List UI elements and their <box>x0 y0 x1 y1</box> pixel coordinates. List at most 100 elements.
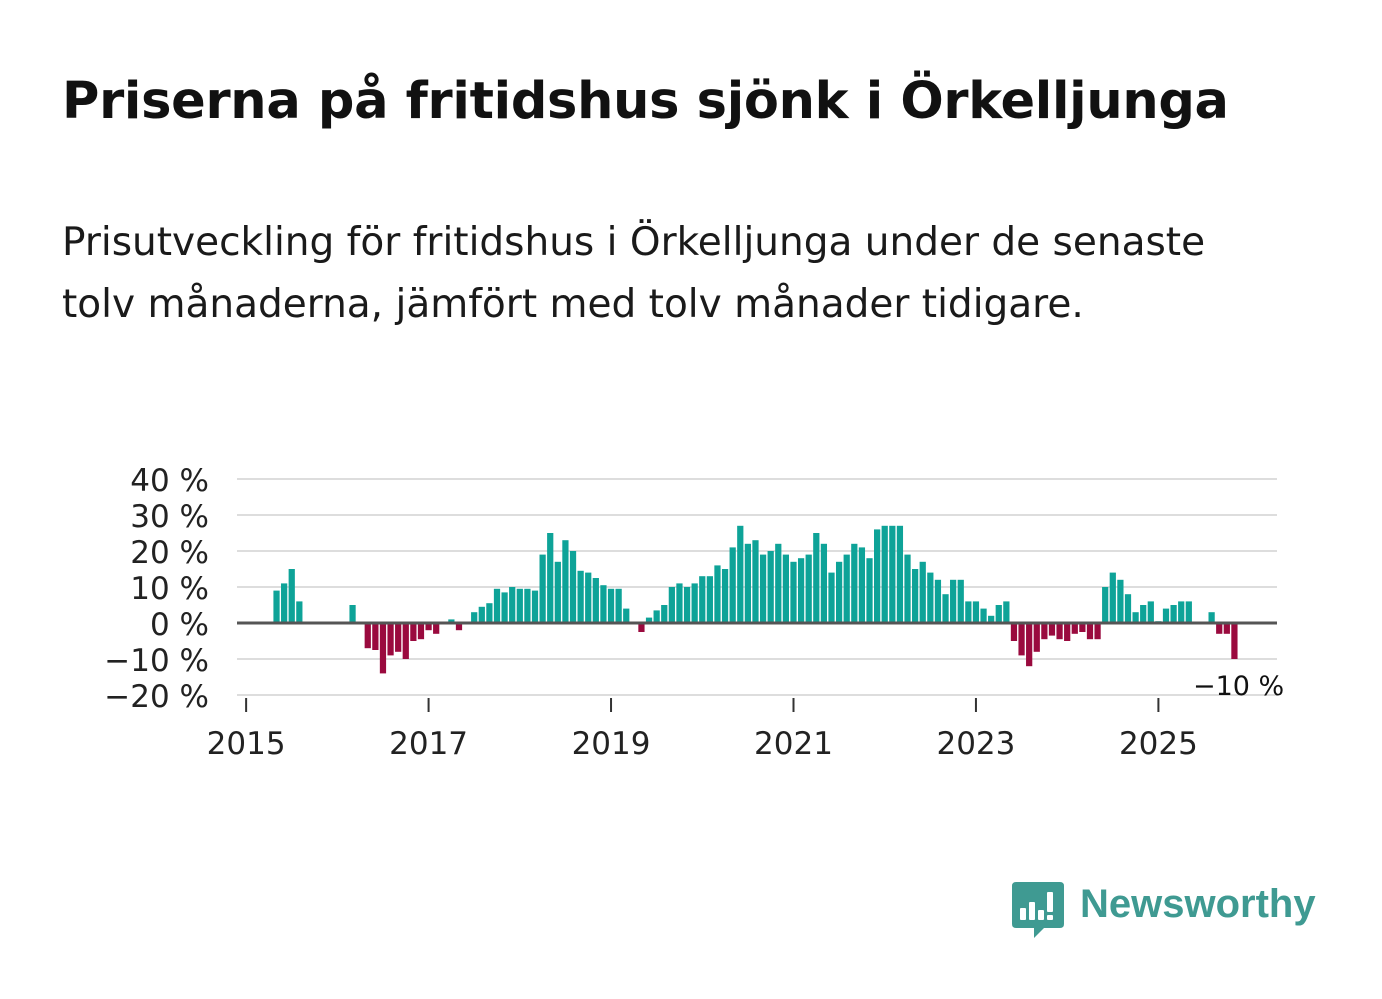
bar <box>980 608 987 623</box>
bar <box>1132 612 1139 623</box>
bar <box>524 588 531 623</box>
x-axis: 2015 2017 2019 2021 2023 2025 <box>207 698 1198 762</box>
bar <box>1124 594 1132 623</box>
y-tick-label: 30 % <box>130 499 209 535</box>
y-tick-label: −10 % <box>104 643 209 679</box>
bar <box>623 608 630 623</box>
bar <box>1041 623 1048 640</box>
bar <box>1216 623 1223 634</box>
bar <box>1064 623 1071 641</box>
bar <box>775 543 782 623</box>
bar <box>851 543 858 623</box>
x-tick-label: 2023 <box>936 726 1015 762</box>
bar <box>1162 608 1170 623</box>
newsworthy-logo-icon <box>1012 882 1064 938</box>
bar <box>471 612 478 623</box>
bar <box>843 554 850 623</box>
bar <box>881 525 888 623</box>
bar <box>539 554 546 623</box>
bar <box>759 554 767 623</box>
bar <box>1071 623 1078 634</box>
bar <box>1048 623 1056 636</box>
bar <box>927 572 934 623</box>
bar <box>273 590 280 623</box>
bar <box>729 547 736 623</box>
bar <box>995 605 1002 623</box>
bar <box>493 588 501 623</box>
bar <box>988 615 995 623</box>
bar <box>1117 579 1124 623</box>
bar <box>721 569 729 623</box>
bar <box>805 554 812 623</box>
bar <box>509 587 516 623</box>
bar <box>531 590 539 623</box>
bar <box>1086 623 1094 640</box>
brand-name: Newsworthy <box>1080 882 1316 926</box>
bar <box>1094 623 1101 640</box>
bar <box>737 525 744 623</box>
bar <box>1033 623 1040 652</box>
bar <box>942 594 949 623</box>
bar <box>706 576 713 623</box>
bar <box>790 561 797 623</box>
bar <box>919 561 926 623</box>
bar <box>965 601 972 623</box>
bar <box>934 579 942 623</box>
bar <box>296 601 303 623</box>
bar <box>417 623 425 640</box>
bar <box>1140 605 1147 623</box>
bar <box>835 561 843 623</box>
bar <box>486 603 493 623</box>
x-tick-label: 2017 <box>389 726 468 762</box>
chart-subtitle: Prisutveckling för fritidshus i Örkellju… <box>62 220 1206 327</box>
newsworthy-logo[interactable]: Newsworthy <box>1010 880 1330 942</box>
bar <box>478 606 485 623</box>
y-tick-label: 20 % <box>130 535 209 571</box>
bar <box>349 605 356 623</box>
bar <box>1208 612 1215 623</box>
bar <box>874 529 881 623</box>
bar <box>699 576 706 623</box>
bar <box>600 585 607 623</box>
bar <box>562 540 569 623</box>
bar <box>410 623 417 641</box>
bar <box>896 525 904 623</box>
bar <box>858 547 866 623</box>
bar <box>1018 623 1025 656</box>
bar <box>455 623 463 631</box>
bar <box>433 623 440 634</box>
bar <box>425 623 432 631</box>
bar <box>828 572 835 623</box>
bar <box>950 579 957 623</box>
bar <box>653 610 660 623</box>
last-value-annotation: −10 % <box>1193 671 1284 702</box>
bar <box>372 623 379 650</box>
bar <box>1102 587 1109 623</box>
bar <box>638 623 645 632</box>
x-tick-label: 2021 <box>754 726 833 762</box>
bar <box>972 601 980 623</box>
bar <box>752 540 759 623</box>
bar <box>501 592 508 623</box>
x-tick-label: 2025 <box>1119 726 1198 762</box>
bar <box>1056 623 1063 640</box>
bar <box>615 588 622 623</box>
bar <box>402 623 409 659</box>
bar <box>569 551 577 623</box>
bar <box>904 554 911 623</box>
bar <box>1231 623 1238 659</box>
bar <box>607 588 615 623</box>
bar <box>448 619 455 623</box>
bar <box>1178 601 1185 623</box>
bar <box>554 561 561 623</box>
y-tick-label: 0 % <box>150 607 209 643</box>
bar <box>661 605 668 623</box>
bar <box>1109 572 1116 623</box>
bar <box>1003 601 1010 623</box>
y-tick-label: −20 % <box>104 679 209 715</box>
bar <box>866 558 873 623</box>
y-tick-label: 40 % <box>130 463 209 499</box>
bar <box>516 588 523 623</box>
bar <box>1185 601 1192 623</box>
bar <box>714 565 721 623</box>
